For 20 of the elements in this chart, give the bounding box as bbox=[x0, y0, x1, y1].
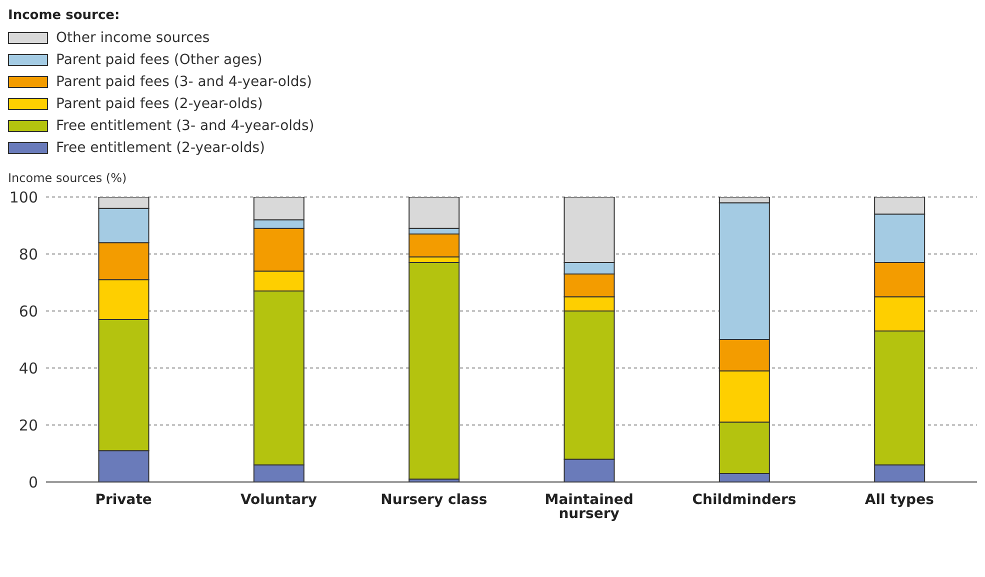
x-tick-label: Nursery class bbox=[380, 492, 488, 508]
legend-label: Free entitlement (2-year-olds) bbox=[56, 140, 266, 156]
legend-label: Parent paid fees (2-year-olds) bbox=[56, 96, 263, 112]
x-tick-label: Childminders bbox=[692, 492, 796, 508]
y-axis-title: Income sources (%) bbox=[8, 171, 128, 185]
y-tick-label: 100 bbox=[9, 188, 38, 206]
legend-title: Income source: bbox=[8, 8, 121, 23]
y-tick-label: 0 bbox=[28, 473, 38, 492]
x-tick-label: All types bbox=[864, 492, 934, 508]
y-tick-label: 20 bbox=[18, 416, 38, 434]
x-tick-label: Maintained nursery bbox=[544, 492, 634, 522]
x-tick-label: Voluntary bbox=[240, 492, 318, 508]
y-tick-label: 40 bbox=[18, 359, 38, 378]
x-tick-label: Private bbox=[95, 492, 152, 508]
legend-label: Parent paid fees (3- and 4-year-olds) bbox=[56, 74, 312, 90]
legend-label: Other income sources bbox=[56, 30, 210, 46]
y-tick-label: 80 bbox=[18, 245, 38, 264]
y-tick-label: 60 bbox=[18, 302, 38, 320]
legend-label: Free entitlement (3- and 4-year-olds) bbox=[56, 118, 314, 134]
legend-label: Parent paid fees (Other ages) bbox=[56, 52, 262, 68]
